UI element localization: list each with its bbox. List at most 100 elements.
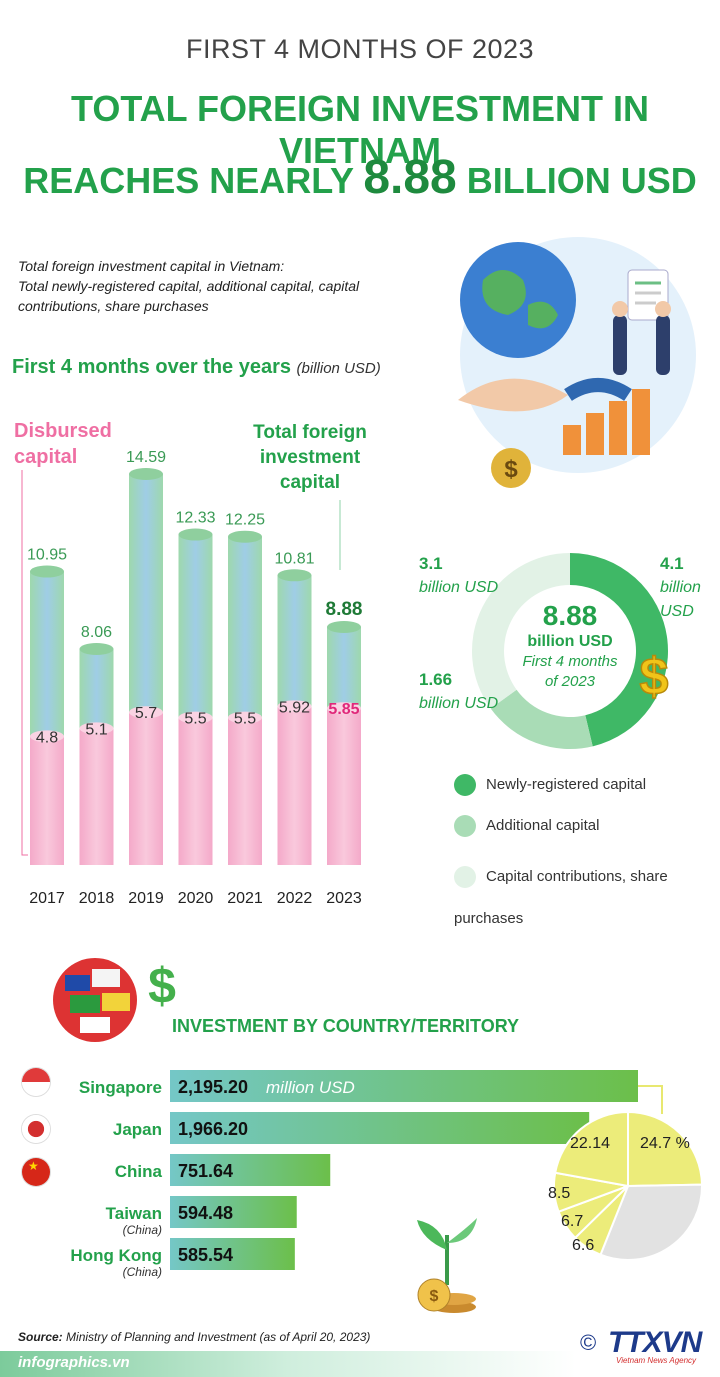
disbursed-bar-cap <box>228 711 262 724</box>
share-value-label: 6.6 <box>572 1237 594 1254</box>
business-illustration: $ <box>458 237 696 488</box>
contrib-unit: billion USD <box>419 579 499 596</box>
total-label: Total foreign investment capital <box>253 422 367 493</box>
legend-additional: Additional capital <box>454 815 599 837</box>
headline-post: BILLION USD <box>466 160 697 201</box>
total-bar-cap <box>178 528 213 541</box>
disbursed-value-label: 5.92 <box>279 699 310 716</box>
share-value-label: 22.14 <box>570 1135 610 1152</box>
disbursed-bar <box>178 717 213 865</box>
ttxvn-logo: TTXVN <box>608 1326 702 1359</box>
disbursed-bar <box>327 708 361 865</box>
disbursed-value-label: 4.8 <box>36 729 58 746</box>
pie-slice-rest <box>599 1183 703 1261</box>
disbursed-value-label: 5.1 <box>85 721 107 738</box>
disbursed-bar-cap <box>129 706 163 719</box>
year-tick-label: 2017 <box>29 890 65 907</box>
disbursed-bar <box>129 712 163 865</box>
intro-line2: Total newly-registered capital, addition… <box>18 278 360 314</box>
flags-globe-icon: $ <box>53 958 176 1042</box>
disbursed-bar <box>30 736 64 865</box>
total-value-label: 10.81 <box>274 550 314 567</box>
country-section-title: INVESTMENT BY COUNTRY/TERRITORY <box>172 1016 520 1036</box>
total-value-label: 8.88 <box>326 599 363 620</box>
donut-label-additional: 1.66 billion USD <box>419 668 498 716</box>
total-bar-cap <box>327 621 361 634</box>
disbursed-bar-cap <box>79 722 114 735</box>
headline-line2: REACHES NEARLY 8.88 BILLION USD <box>0 150 720 205</box>
total-bar-cap <box>129 467 163 480</box>
total-bar-cap <box>79 642 114 655</box>
china-flag-icon: ★ <box>22 1158 50 1186</box>
svg-text:$: $ <box>640 648 669 702</box>
country-value-label: 1,966.20 <box>178 1119 248 1139</box>
intro-line1: Total foreign investment capital in Viet… <box>18 258 285 274</box>
legend-swatch <box>454 866 476 888</box>
year-tick-label: 2019 <box>128 890 164 907</box>
country-taiwan-sub: (China) <box>122 1223 162 1237</box>
disbursed-bracket <box>21 470 28 856</box>
country-value-label: 594.48 <box>178 1203 233 1223</box>
donut-label-new: 4.1 billion USD <box>660 552 710 624</box>
yearly-bar-chart: 10.95 4.8 2017 8.06 5.1 2018 14.59 5.7 2019 12.33… <box>21 449 363 907</box>
dollar-sign-icon: $ <box>148 958 176 1014</box>
disbursed-bar-cap <box>30 730 64 743</box>
disbursed-bar-cap <box>277 700 312 713</box>
country-bar <box>170 1070 638 1102</box>
person-icon <box>613 315 627 375</box>
share-value-label: 8.5 <box>548 1185 570 1202</box>
year-tick-label: 2022 <box>277 890 313 907</box>
donut-center: 8.88 billion USD First 4 months of 2023 <box>510 600 630 692</box>
person-icon-2 <box>656 315 670 375</box>
footer-band <box>0 1351 720 1377</box>
legend-swatch <box>454 774 476 796</box>
capital-donut-chart <box>472 553 668 749</box>
country-unit-label: million USD <box>266 1078 355 1097</box>
coin-plant-icon: $ <box>417 1218 477 1313</box>
country-bar <box>170 1154 331 1186</box>
legend-new: Newly-registered capital <box>454 774 646 796</box>
donut-slice-contrib <box>472 553 570 709</box>
donut-label-contrib: 3.1 billion USD <box>419 552 498 600</box>
additional-unit: billion USD <box>419 695 499 712</box>
country-bar <box>170 1196 297 1228</box>
contrib-value: 3.1 <box>419 554 443 573</box>
donut-center-note: First 4 months of 2023 <box>522 653 618 690</box>
japan-flag-icon <box>22 1115 50 1143</box>
section-title-text: First 4 months over the years <box>12 356 291 378</box>
total-value-label: 8.06 <box>81 624 112 641</box>
section-title-unit: (billion USD) <box>296 360 381 377</box>
total-value-label: 12.25 <box>225 512 265 529</box>
total-bar-cap <box>30 565 64 578</box>
country-bar <box>170 1238 295 1270</box>
site-name: infographics.vn <box>18 1354 130 1371</box>
share-value-label: 6.7 <box>561 1213 583 1230</box>
donut-slice-new <box>570 553 668 747</box>
country-taiwan: Taiwan <box>105 1204 162 1223</box>
donut-slice-additional <box>490 689 593 749</box>
disbursed-label: Disbursed capital <box>14 420 112 468</box>
disbursed-value-label: 5.7 <box>135 705 157 722</box>
headline-number: 8.88 <box>363 151 457 204</box>
svg-text:$: $ <box>504 456 518 483</box>
kicker: FIRST 4 MONTHS OF 2023 <box>185 34 535 64</box>
country-singapore: Singapore <box>78 1078 162 1097</box>
total-value-label: 14.59 <box>126 449 166 466</box>
pie-slice-singapore <box>627 1110 704 1188</box>
country-value-label: 2,195.20 <box>178 1077 248 1097</box>
disbursed-value-label: 5.85 <box>328 701 359 718</box>
new-value: 4.1 <box>660 554 684 573</box>
country-china: China <box>114 1162 162 1181</box>
donut-center-unit: billion USD <box>527 633 613 650</box>
year-tick-label: 2018 <box>79 890 115 907</box>
disbursed-bar-cap <box>178 711 213 724</box>
new-unit: billion USD <box>660 579 701 620</box>
country-japan: Japan <box>112 1120 162 1139</box>
legend-swatch <box>454 815 476 837</box>
disbursed-bar-cap <box>327 702 361 715</box>
legend-contrib: Capital contributions, share purchases <box>454 866 668 927</box>
intro-text: Total foreign investment capital in Viet… <box>18 256 418 316</box>
pie-slice-japan <box>554 1110 629 1188</box>
share-value-label: 24.7 % <box>640 1135 690 1152</box>
donut-center-value: 8.88 <box>542 600 598 631</box>
